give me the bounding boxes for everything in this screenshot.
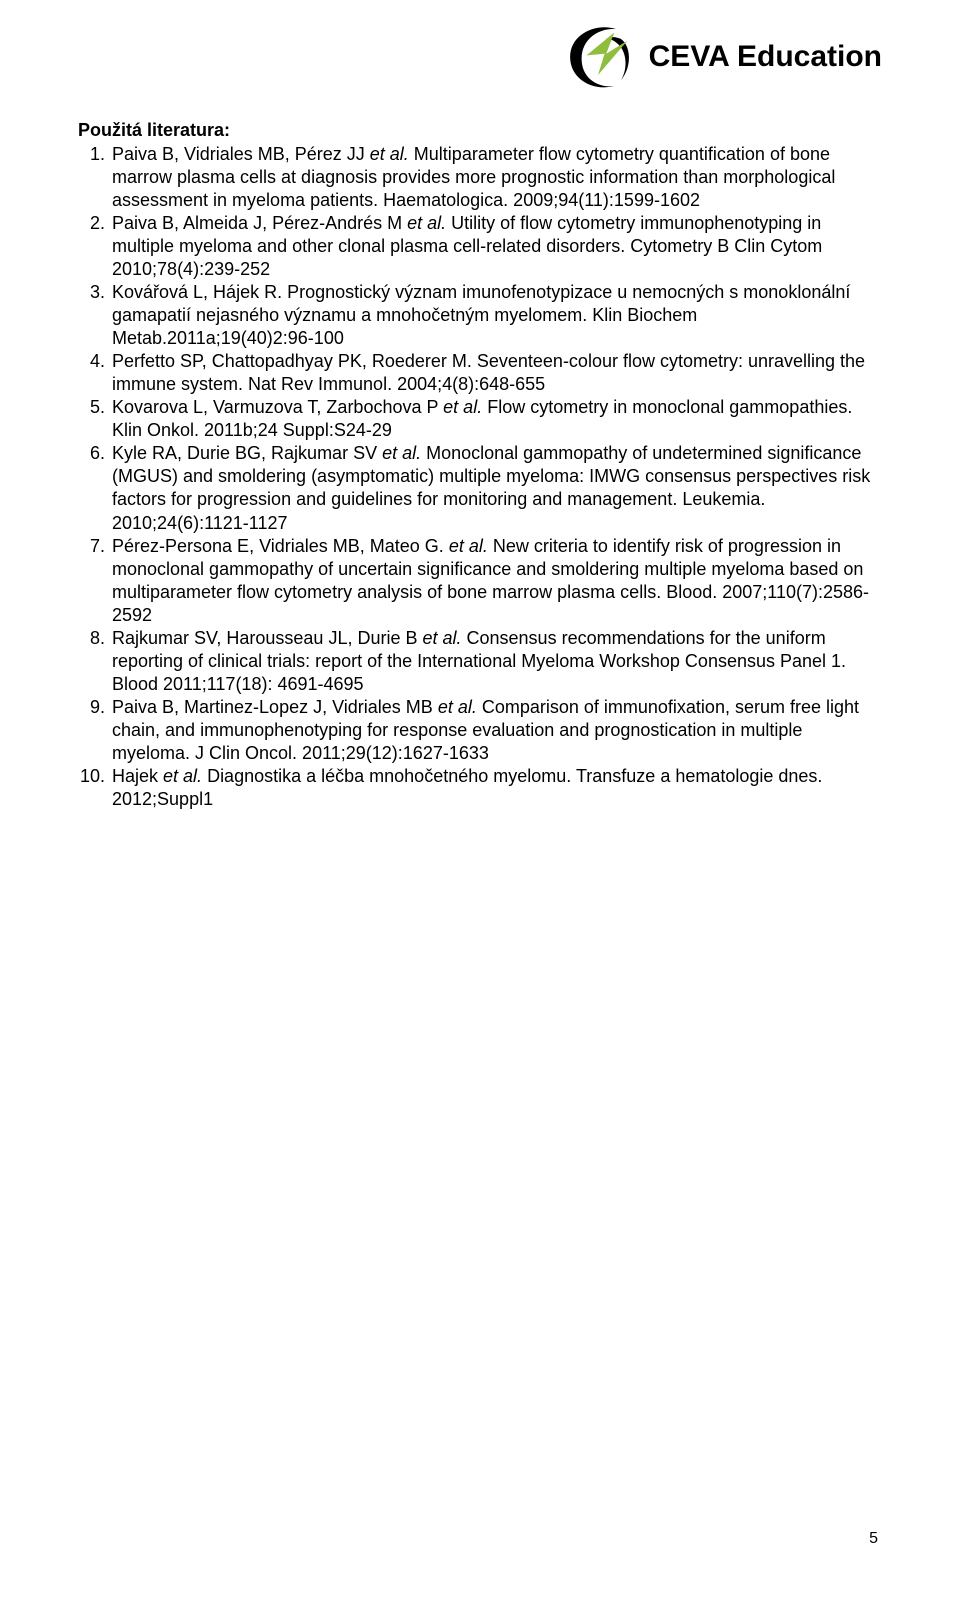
ref-text-a: Paiva B, Martinez-Lopez J, Vidriales MB bbox=[112, 697, 438, 717]
reference-item: Kovarova L, Varmuzova T, Zarbochova P et… bbox=[110, 396, 880, 442]
reference-item: Rajkumar SV, Harousseau JL, Durie B et a… bbox=[110, 627, 880, 696]
ref-text-a: Kyle RA, Durie BG, Rajkumar SV bbox=[112, 443, 382, 463]
ref-text-it: et al. bbox=[443, 397, 482, 417]
logo-text: CEVA Education bbox=[649, 40, 882, 74]
reference-item: Perfetto SP, Chattopadhyay PK, Roederer … bbox=[110, 350, 880, 396]
ref-text-a: Rajkumar SV, Harousseau JL, Durie B bbox=[112, 628, 422, 648]
ref-text-a: Pérez-Persona E, Vidriales MB, Mateo G. bbox=[112, 536, 449, 556]
ref-text-a: Kovarova L, Varmuzova T, Zarbochova P bbox=[112, 397, 443, 417]
ref-text-it: et al. bbox=[422, 628, 461, 648]
reference-item: Pérez-Persona E, Vidriales MB, Mateo G. … bbox=[110, 535, 880, 627]
reference-list: Paiva B, Vidriales MB, Pérez JJ et al. M… bbox=[78, 143, 880, 811]
reference-item: Kovářová L, Hájek R. Prognostický význam… bbox=[110, 281, 880, 350]
references-heading: Použitá literatura: bbox=[78, 120, 880, 141]
reference-item: Kyle RA, Durie BG, Rajkumar SV et al. Mo… bbox=[110, 442, 880, 534]
ref-text-it: et al. bbox=[449, 536, 488, 556]
ref-text-a: Paiva B, Vidriales MB, Pérez JJ bbox=[112, 144, 370, 164]
ref-text-a: Perfetto SP, Chattopadhyay PK, Roederer … bbox=[112, 351, 865, 394]
ref-text-it: et al. bbox=[438, 697, 477, 717]
ref-text-it: et al. bbox=[370, 144, 409, 164]
content-body: Použitá literatura: Paiva B, Vidriales M… bbox=[78, 120, 880, 811]
ref-text-it: et al. bbox=[407, 213, 446, 233]
logo-mark-icon bbox=[557, 16, 639, 98]
reference-item: Hajek et al. Diagnostika a léčba mnohoče… bbox=[110, 765, 880, 811]
reference-item: Paiva B, Almeida J, Pérez-Andrés M et al… bbox=[110, 212, 880, 281]
reference-item: Paiva B, Vidriales MB, Pérez JJ et al. M… bbox=[110, 143, 880, 212]
ref-text-a: Hajek bbox=[112, 766, 163, 786]
ref-text-it: et al. bbox=[382, 443, 421, 463]
reference-item: Paiva B, Martinez-Lopez J, Vidriales MB … bbox=[110, 696, 880, 765]
page-number: 5 bbox=[869, 1530, 878, 1548]
ref-text-a: Paiva B, Almeida J, Pérez-Andrés M bbox=[112, 213, 407, 233]
ref-text-it: et al. bbox=[163, 766, 202, 786]
brand-logo: CEVA Education bbox=[557, 16, 882, 98]
ref-text-a: Kovářová L, Hájek R. Prognostický význam… bbox=[112, 282, 850, 348]
ref-text-b: Diagnostika a léčba mnohočetného myelomu… bbox=[112, 766, 822, 809]
